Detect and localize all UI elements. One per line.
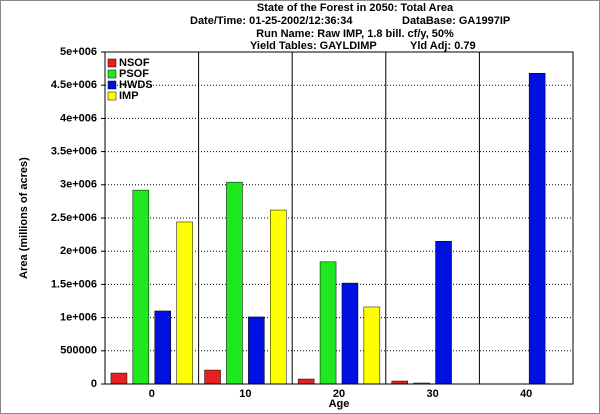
bar bbox=[248, 316, 265, 385]
y-tick-label: 4e+006 bbox=[60, 112, 97, 124]
bar bbox=[341, 282, 359, 385]
bar bbox=[226, 181, 243, 385]
x-axis-label: Age bbox=[329, 398, 350, 410]
bar bbox=[132, 189, 150, 385]
database: DataBase: GA1997IP bbox=[402, 15, 510, 27]
y-tick-label: 2e+006 bbox=[60, 245, 97, 257]
y-tick-label: 4.5e+006 bbox=[51, 79, 97, 91]
legend-swatch bbox=[107, 80, 117, 90]
y-axis-label: Area (millions of acres) bbox=[18, 157, 30, 279]
bar bbox=[154, 310, 171, 385]
bar bbox=[297, 378, 315, 385]
y-tick-label: 3e+006 bbox=[60, 179, 97, 191]
legend-label: NSOF bbox=[119, 57, 150, 69]
bar bbox=[319, 261, 337, 385]
bar bbox=[204, 369, 221, 385]
chart-title: State of the Forest in 2050: Total Area bbox=[257, 2, 454, 14]
legend-swatch bbox=[107, 69, 117, 79]
bar bbox=[176, 221, 193, 385]
bar bbox=[435, 240, 452, 385]
bar bbox=[270, 209, 287, 385]
plot-border bbox=[104, 51, 574, 385]
y-tick-label: 3.5e+006 bbox=[51, 146, 97, 158]
x-tick-label: 40 bbox=[520, 388, 532, 400]
x-tick-label: 10 bbox=[239, 388, 251, 400]
bar bbox=[110, 372, 128, 385]
y-tick-label: 1e+006 bbox=[60, 312, 97, 324]
run-name: Run Name: Raw IMP, 1.8 bill. cf/y, 50% bbox=[256, 28, 454, 40]
legend-label: PSOF bbox=[119, 68, 149, 80]
legend-swatch bbox=[107, 91, 117, 101]
y-tick-label: 0 bbox=[91, 378, 97, 390]
x-tick-label: 0 bbox=[149, 388, 155, 400]
y-tick-label: 1.5e+006 bbox=[51, 278, 97, 290]
legend-swatch bbox=[107, 58, 117, 68]
y-tick-label: 500000 bbox=[60, 345, 97, 357]
date-time: Date/Time: 01-25-2002/12:36:34 bbox=[190, 15, 353, 27]
bar bbox=[363, 306, 381, 385]
x-tick-label: 20 bbox=[333, 388, 345, 400]
x-tick-label: 30 bbox=[426, 388, 438, 400]
y-tick-label: 2.5e+006 bbox=[51, 212, 97, 224]
y-tick-label: 5e+006 bbox=[60, 46, 97, 58]
legend-label: HWDS bbox=[119, 79, 153, 91]
yield-tables: Yield Tables: GAYLDIMP bbox=[250, 40, 377, 52]
legend-label: IMP bbox=[119, 90, 139, 102]
yield-adj: Yld Adj: 0.79 bbox=[410, 40, 476, 52]
bar bbox=[528, 72, 546, 385]
